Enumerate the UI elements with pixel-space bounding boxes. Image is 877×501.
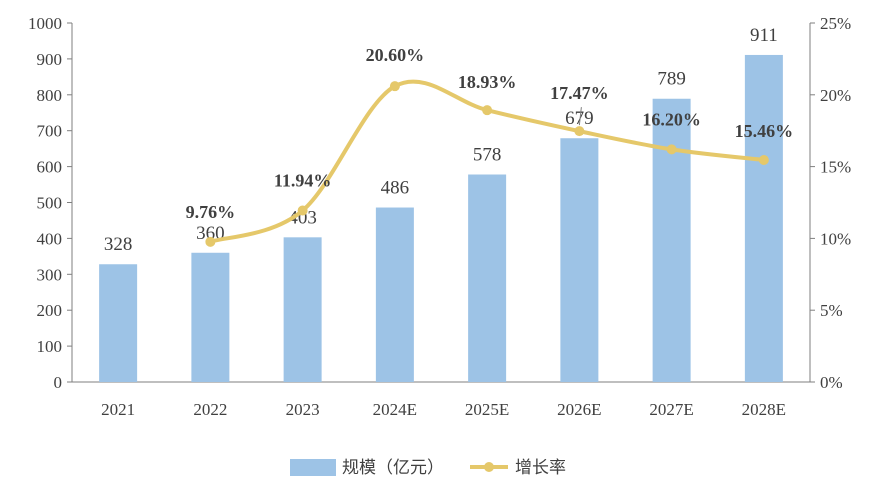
bar-value-label: 578 [473,144,502,165]
left-tick-label: 800 [37,86,63,105]
bar [375,207,414,382]
right-tick-label: 20% [820,86,851,105]
legend-line-marker [484,462,494,472]
x-tick-label: 2021 [101,400,135,419]
x-tick-label: 2024E [373,400,417,419]
x-tick-label: 2022 [193,400,227,419]
rate-value-label: 15.46% [735,121,794,141]
rate-value-label: 18.93% [458,72,517,92]
legend: 规模（亿元） 增长率 [290,458,566,478]
bar [283,237,322,382]
bar [191,252,230,382]
left-tick-label: 400 [37,229,63,248]
left-tick-label: 300 [37,265,63,284]
right-tick-label: 5% [820,301,843,320]
growth-point [205,236,216,247]
axes: 0 100 200 300 400 500 600 700 800 900 1000 0% 5% 10% 1… [28,14,851,419]
rate-label-leader [578,107,582,126]
growth-point [666,144,677,155]
rate-value-label: 11.94% [274,171,332,191]
growth-line-layer [205,79,769,247]
rate-value-label: 9.76% [186,202,236,222]
growth-point [574,126,585,137]
bar-value-label: 789 [657,69,686,90]
growth-point [482,105,493,116]
legend-line-label: 增长率 [515,458,566,478]
rate-value-label: 20.60% [366,45,425,65]
right-tick-label: 0% [820,373,843,392]
x-tick-label: 2027E [649,400,693,419]
left-tick-label: 100 [37,337,63,356]
left-tick-label: 0 [54,373,63,392]
bar [560,138,599,382]
left-tick-label: 500 [37,194,63,213]
bar-value-label: 911 [750,25,778,46]
x-tick-label: 2025E [465,400,509,419]
x-tick-label: 2023 [286,400,320,419]
bar-value-label: 486 [381,178,410,199]
x-tick-label: 2026E [557,400,601,419]
left-tick-label: 900 [37,50,63,69]
growth-point [758,154,769,165]
bar [652,98,691,383]
bar-value-label: 403 [288,207,317,228]
legend-bar-label: 规模（亿元） [342,458,444,478]
bars [99,54,783,383]
growth-point [389,81,400,92]
legend-bar-swatch [290,459,336,476]
bar [99,264,138,382]
right-tick-label: 15% [820,158,851,177]
x-tick-label: 2028E [742,400,786,419]
rate-value-label: 17.47% [550,83,609,103]
growth-point [297,205,308,216]
left-tick-label: 1000 [28,14,62,33]
bar-value-label: 328 [104,234,133,255]
rate-labels: 9.76% 11.94% 20.60% 18.93% 17.47% 16.20% 15.46… [186,45,794,222]
left-tick-label: 600 [37,158,63,177]
left-tick-label: 700 [37,122,63,141]
rate-value-label: 16.20% [642,109,701,129]
bar [468,174,507,382]
right-tick-label: 25% [820,14,851,33]
left-tick-label: 200 [37,301,63,320]
bar-value-label: 679 [565,108,594,129]
bar [744,54,783,383]
right-tick-label: 10% [820,229,851,248]
